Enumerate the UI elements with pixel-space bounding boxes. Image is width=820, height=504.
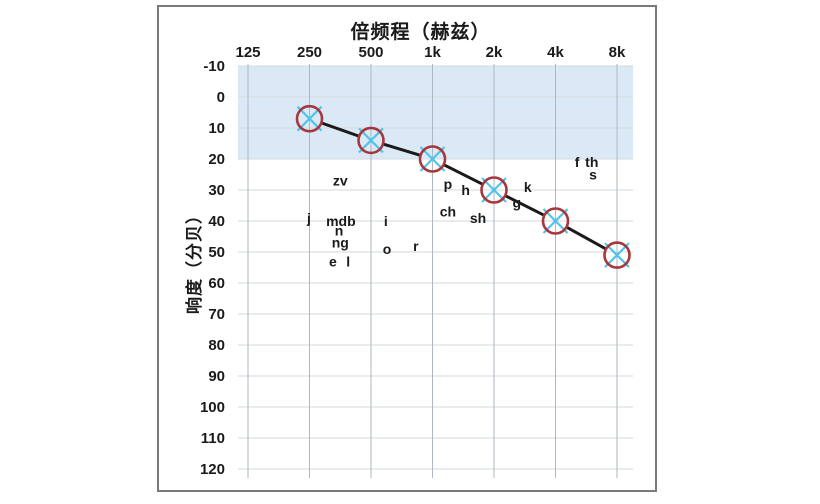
y-tick-label: 10	[208, 120, 225, 137]
phoneme-label: th	[585, 154, 598, 170]
y-tick-label: 0	[217, 89, 225, 106]
phoneme-label: sh	[470, 210, 486, 226]
chart-frame: 倍频程（赫兹） 响度（分贝） 125 250 500 1k 2k 4k 8k -10 0 10 20…	[157, 5, 657, 492]
phoneme-label: j	[306, 210, 311, 226]
data-line-segment	[505, 194, 545, 217]
x-tick-label: 4k	[547, 44, 564, 61]
phoneme-label: e	[329, 253, 337, 269]
y-tick-label: 100	[200, 399, 225, 416]
y-tick-label: 60	[208, 275, 225, 292]
phoneme-label: i	[384, 213, 388, 229]
marker-circle	[418, 145, 447, 173]
chart-title: 倍频程（赫兹）	[350, 22, 491, 43]
phoneme-label: ng	[332, 235, 349, 251]
y-tick-label: 30	[208, 182, 225, 199]
x-tick-label: 250	[297, 44, 322, 61]
y-tick-label: 110	[201, 430, 225, 447]
phoneme-label: g	[512, 194, 521, 210]
phoneme-label: s	[589, 167, 597, 183]
marker-circle	[295, 104, 324, 133]
phoneme-label: l	[346, 253, 350, 269]
phoneme-label: h	[461, 182, 470, 198]
x-tick-label: 1k	[424, 44, 441, 61]
phoneme-label: mdb	[326, 213, 356, 229]
marker-circle	[603, 241, 631, 269]
y-tick-label: 90	[208, 368, 225, 385]
x-tick-label: 2k	[486, 44, 503, 61]
phoneme-label: k	[524, 179, 532, 195]
y-tick-label: 70	[208, 306, 225, 323]
x-tick-label: 125	[235, 44, 260, 61]
phoneme-label: o	[383, 241, 392, 257]
phoneme-label: n	[335, 222, 344, 238]
phoneme-label: ch	[440, 204, 456, 220]
marker-circle	[480, 176, 508, 204]
phoneme-label: p	[444, 176, 453, 192]
x-tick-label: 500	[358, 44, 383, 61]
y-tick-label: 120	[200, 461, 225, 478]
data-line-segment	[382, 142, 421, 157]
phoneme-label: f	[575, 154, 580, 170]
y-tick-label: 20	[208, 151, 225, 168]
marker-circle	[357, 126, 385, 155]
y-tick-label: -10	[203, 58, 225, 75]
phoneme-label: r	[413, 238, 419, 254]
data-line-segment	[566, 226, 607, 250]
data-line-segment	[443, 163, 483, 186]
y-tick-label: 80	[208, 337, 225, 354]
y-tick-label: 40	[208, 213, 225, 230]
audiogram-plot: 125 250 500 1k 2k 4k 8k -10 0 10 20 30 40 50 60 70 80 90 1…	[200, 44, 633, 478]
marker-circle	[541, 207, 570, 235]
x-tick-label: 8k	[609, 44, 626, 61]
y-tick-label: 50	[208, 244, 225, 261]
data-line-segment	[321, 121, 360, 138]
phoneme-label: zv	[333, 173, 348, 189]
